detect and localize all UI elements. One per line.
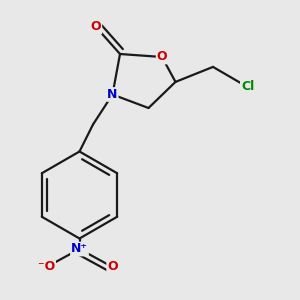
Text: N⁺: N⁺ bbox=[71, 242, 88, 256]
Text: O: O bbox=[91, 20, 101, 34]
Text: ⁻⁠O: ⁻⁠O bbox=[38, 260, 55, 274]
Text: Cl: Cl bbox=[241, 80, 254, 94]
Text: O: O bbox=[157, 50, 167, 64]
Text: N: N bbox=[107, 88, 118, 101]
Text: O: O bbox=[107, 260, 118, 274]
